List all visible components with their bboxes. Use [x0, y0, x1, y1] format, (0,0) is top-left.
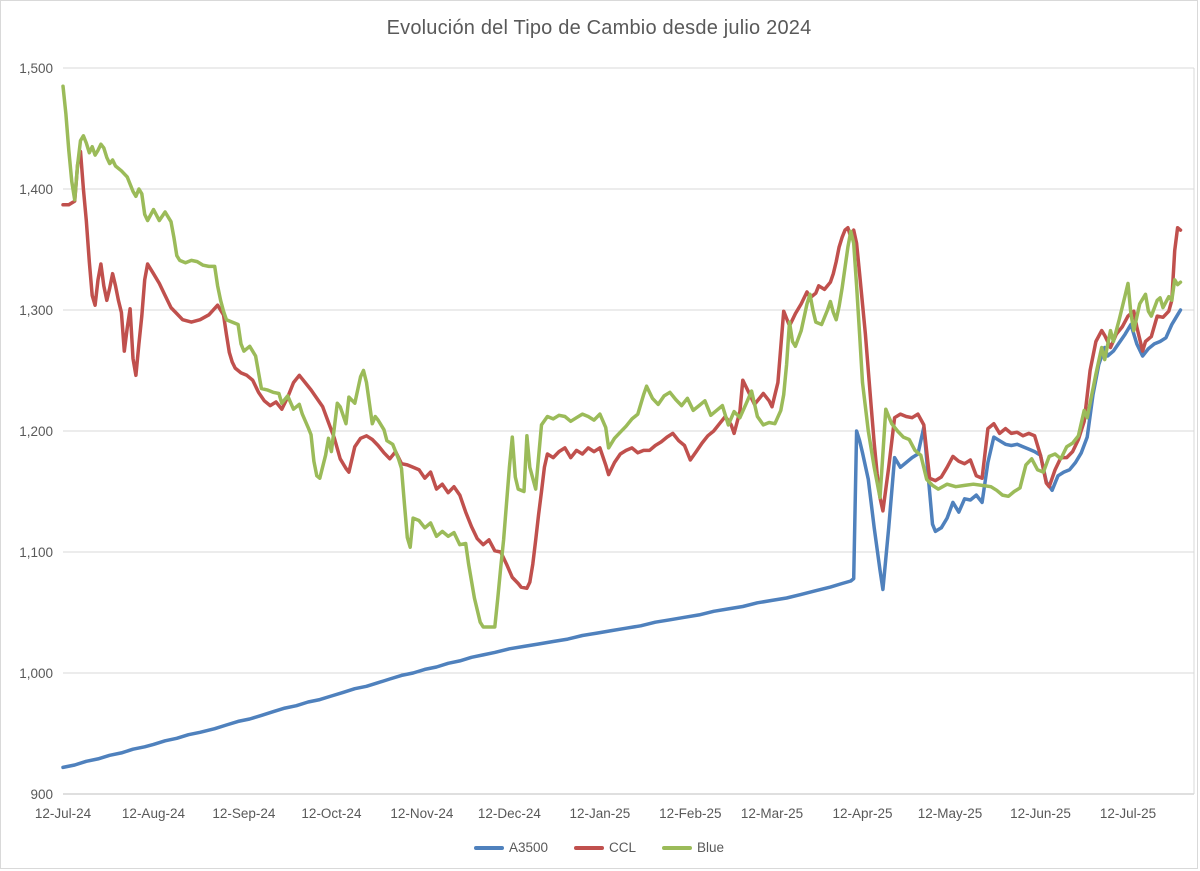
y-axis-tick-label: 1,400 [19, 182, 53, 197]
x-axis-tick-label: 12-May-25 [918, 806, 983, 821]
legend-item-ccl: CCL [574, 840, 636, 855]
chart-title: Evolución del Tipo de Cambio desde julio… [386, 17, 812, 39]
series-line-blue [61, 84, 1183, 629]
legend-item-blue: Blue [662, 840, 724, 855]
legend-label-ccl: CCL [609, 840, 637, 855]
legend-item-a3500: A3500 [473, 840, 548, 855]
a3500-line-swatch-icon [473, 845, 504, 850]
x-axis-tick-label: 12-Mar-25 [741, 806, 803, 821]
ccl-line-swatch-icon [574, 845, 604, 850]
series-line-ccl [61, 149, 1183, 591]
x-axis-tick-label: 12-Jun-25 [1010, 806, 1071, 821]
x-axis-tick-label: 12-Jan-25 [569, 806, 630, 821]
x-axis-tick-label: 12-Apr-25 [832, 806, 892, 821]
series-line-a3500 [61, 308, 1183, 770]
blue-line-swatch-icon [662, 845, 693, 850]
x-axis-tick-label: 12-Oct-24 [301, 806, 362, 821]
legend-label-a3500: A3500 [508, 840, 548, 855]
y-axis-tick-label: 900 [30, 787, 53, 802]
x-axis-tick-label: 12-Nov-24 [390, 806, 454, 821]
y-axis-tick-label: 1,000 [19, 666, 53, 681]
x-axis-tick-label: 12-Jul-24 [35, 806, 92, 821]
x-axis-tick-label: 12-Feb-25 [659, 806, 721, 821]
y-axis-tick-label: 1,300 [19, 303, 53, 318]
x-axis-tick-label: 12-Dec-24 [478, 806, 542, 821]
legend-label-blue: Blue [697, 840, 725, 855]
y-axis-tick-label: 1,500 [19, 61, 53, 76]
y-axis-tick-label: 1,100 [19, 545, 53, 560]
chart-legend: A3500 CCL Blue [1, 840, 1197, 855]
y-axis-tick-label: 1,200 [19, 424, 53, 439]
x-axis-tick-label: 12-Aug-24 [122, 806, 186, 821]
x-axis-tick-label: 12-Sep-24 [212, 806, 276, 821]
x-axis-tick-label: 12-Jul-25 [1100, 806, 1156, 821]
